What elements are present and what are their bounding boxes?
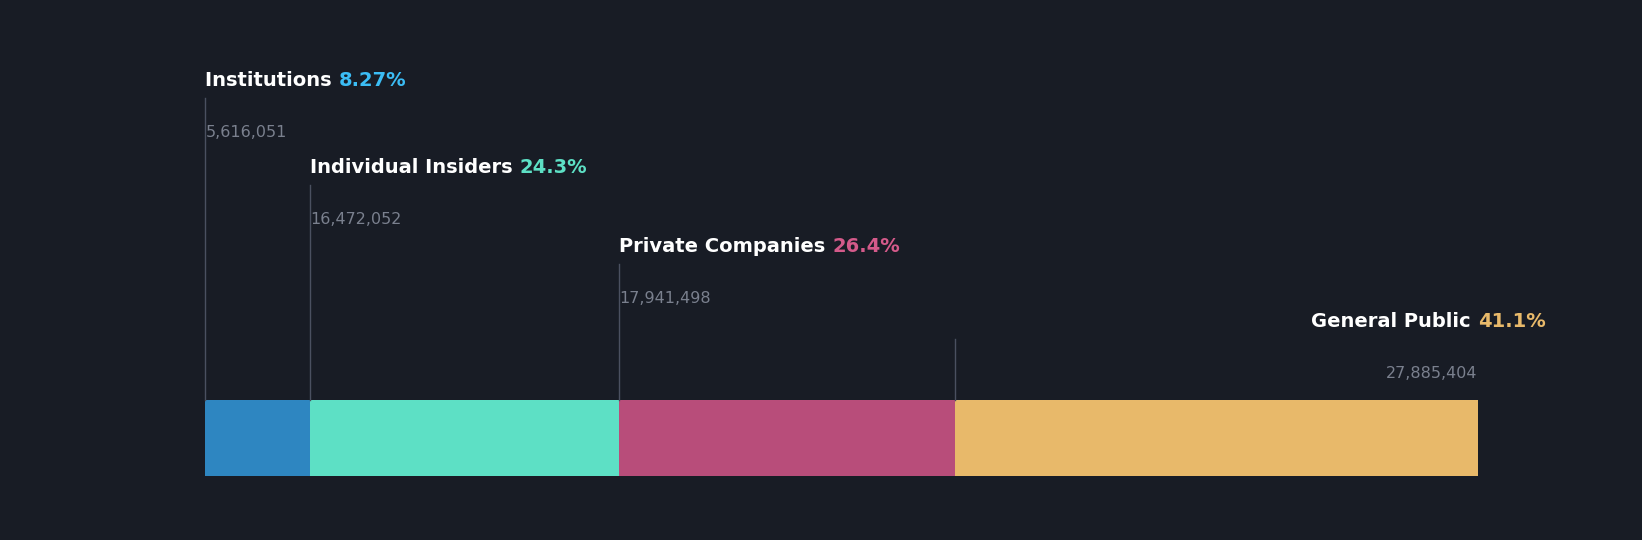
Text: 8.27%: 8.27%: [338, 71, 406, 90]
Text: 5,616,051: 5,616,051: [205, 125, 287, 140]
Bar: [205, 400, 310, 476]
Text: 17,941,498: 17,941,498: [619, 291, 711, 306]
Text: General Public: General Public: [1312, 312, 1478, 331]
Bar: [619, 400, 956, 476]
Text: Private Companies: Private Companies: [619, 237, 832, 256]
Text: 41.1%: 41.1%: [1478, 312, 1545, 331]
Text: Institutions: Institutions: [205, 71, 338, 90]
Text: 24.3%: 24.3%: [521, 158, 588, 177]
Text: 26.4%: 26.4%: [832, 237, 900, 256]
Text: 16,472,052: 16,472,052: [310, 212, 402, 227]
Bar: [956, 400, 1478, 476]
Text: 27,885,404: 27,885,404: [1386, 366, 1478, 381]
Text: Individual Insiders: Individual Insiders: [310, 158, 521, 177]
Bar: [310, 400, 619, 476]
